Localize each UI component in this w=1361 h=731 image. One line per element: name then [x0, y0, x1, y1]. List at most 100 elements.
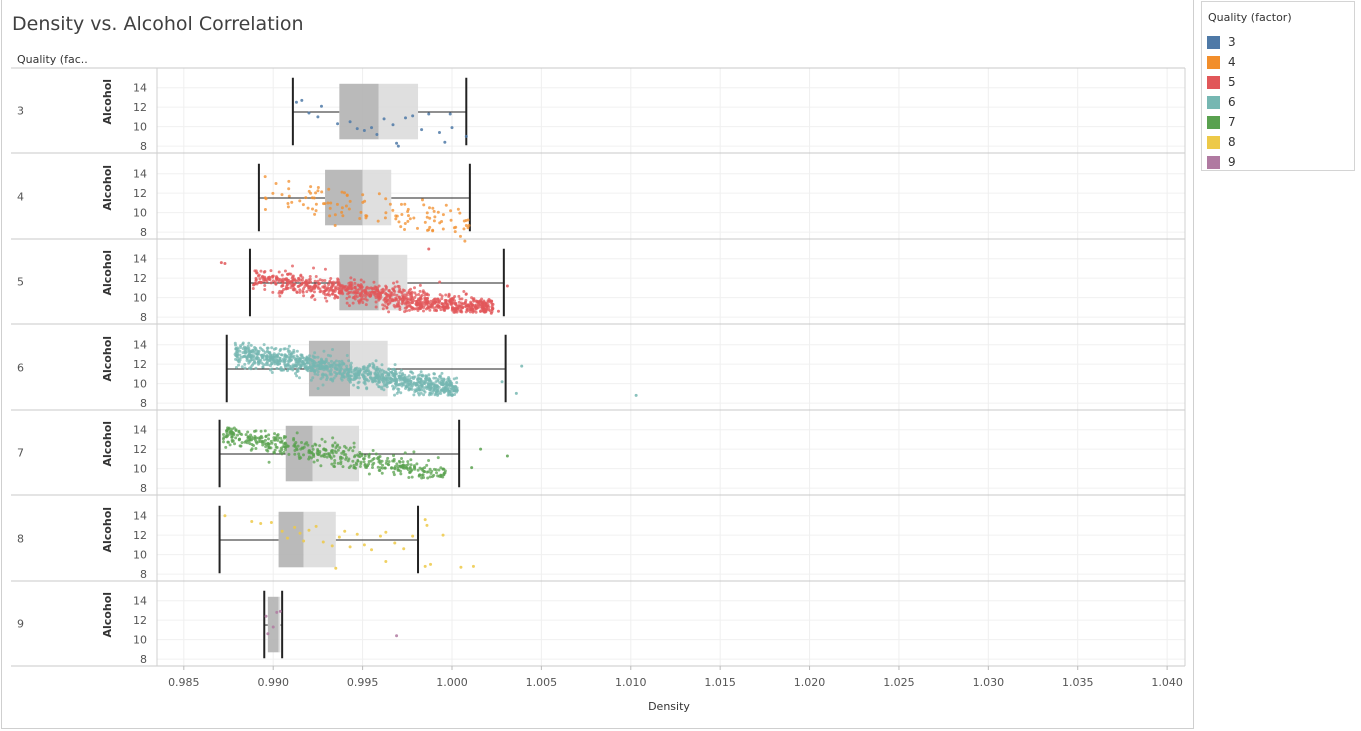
data-point — [395, 634, 399, 638]
legend-item-5[interactable]: 5 — [1207, 74, 1236, 90]
data-point — [342, 375, 346, 379]
legend-item-3[interactable]: 3 — [1207, 34, 1236, 50]
data-point — [447, 391, 451, 395]
y-tick-label: 8 — [140, 568, 147, 581]
legend-item-4[interactable]: 4 — [1207, 54, 1236, 70]
data-point — [321, 383, 325, 387]
data-point — [264, 445, 268, 449]
data-point — [277, 352, 281, 356]
data-point — [331, 436, 335, 440]
data-point — [332, 454, 336, 458]
data-point — [382, 289, 386, 293]
y-tick-label: 10 — [133, 292, 147, 305]
y-axis-title: Alcohol — [101, 250, 114, 296]
legend-item-7[interactable]: 7 — [1207, 114, 1236, 130]
data-point — [263, 284, 267, 288]
data-point — [368, 452, 372, 456]
data-point — [237, 357, 241, 361]
data-point — [392, 470, 396, 474]
data-point — [257, 361, 261, 365]
data-point — [385, 306, 389, 310]
data-point — [397, 220, 401, 224]
data-point — [411, 534, 415, 538]
data-point — [354, 461, 358, 465]
data-point — [410, 376, 414, 380]
y-tick-label: 8 — [140, 226, 147, 239]
data-point — [275, 610, 279, 614]
data-point — [295, 357, 299, 361]
data-point — [339, 372, 343, 376]
data-point — [339, 460, 343, 464]
data-point — [253, 434, 257, 438]
points-quality-3 — [294, 98, 468, 148]
data-point — [447, 292, 451, 296]
data-point — [243, 366, 247, 370]
data-point — [351, 449, 355, 453]
data-point — [398, 371, 402, 375]
data-point — [458, 234, 462, 238]
data-point — [422, 470, 426, 474]
data-point — [427, 112, 431, 116]
data-point — [432, 372, 436, 376]
data-point — [407, 304, 411, 308]
data-point — [328, 206, 332, 210]
data-point — [333, 461, 337, 465]
data-point — [440, 371, 444, 375]
data-point — [362, 367, 366, 371]
data-point — [270, 362, 274, 366]
y-tick-label: 12 — [133, 614, 147, 627]
data-point — [380, 385, 384, 389]
data-point — [280, 439, 284, 443]
data-point — [380, 288, 384, 292]
data-point — [310, 451, 314, 455]
data-point — [410, 475, 414, 479]
data-point — [297, 366, 301, 370]
data-point — [266, 363, 270, 367]
data-point — [307, 457, 311, 461]
data-point — [331, 443, 335, 447]
data-point — [429, 380, 433, 384]
data-point — [357, 299, 361, 303]
data-point — [298, 290, 302, 294]
data-point — [376, 465, 380, 469]
data-point — [380, 471, 384, 475]
data-point — [311, 207, 315, 211]
data-point — [392, 454, 396, 458]
data-point — [266, 346, 270, 350]
data-point — [295, 374, 299, 378]
data-point — [472, 298, 476, 302]
data-point — [410, 295, 414, 299]
data-point — [268, 357, 272, 361]
data-point — [302, 294, 306, 298]
data-point — [382, 117, 386, 121]
data-point — [309, 456, 313, 460]
legend-item-9[interactable]: 9 — [1207, 154, 1236, 170]
data-point — [372, 292, 376, 296]
data-point — [320, 190, 324, 194]
y-tick-label: 12 — [133, 272, 147, 285]
data-point — [240, 365, 244, 369]
data-point — [316, 355, 320, 359]
data-point — [317, 360, 321, 364]
data-point — [282, 347, 286, 351]
data-point — [332, 362, 336, 366]
data-point — [322, 368, 326, 372]
data-point — [283, 353, 287, 357]
data-point — [362, 543, 366, 547]
data-point — [377, 292, 381, 296]
legend-item-8[interactable]: 8 — [1207, 134, 1236, 150]
data-point — [490, 308, 494, 312]
legend-swatch — [1207, 115, 1220, 129]
data-point — [427, 378, 431, 382]
data-point — [275, 366, 279, 370]
data-point — [454, 309, 458, 313]
data-point — [330, 283, 334, 287]
data-point — [342, 191, 346, 195]
data-point — [328, 293, 332, 297]
data-point — [327, 361, 331, 365]
data-point — [405, 466, 409, 470]
legend-item-6[interactable]: 6 — [1207, 94, 1236, 110]
data-point — [304, 278, 308, 282]
data-point — [397, 290, 401, 294]
data-point — [293, 278, 297, 282]
